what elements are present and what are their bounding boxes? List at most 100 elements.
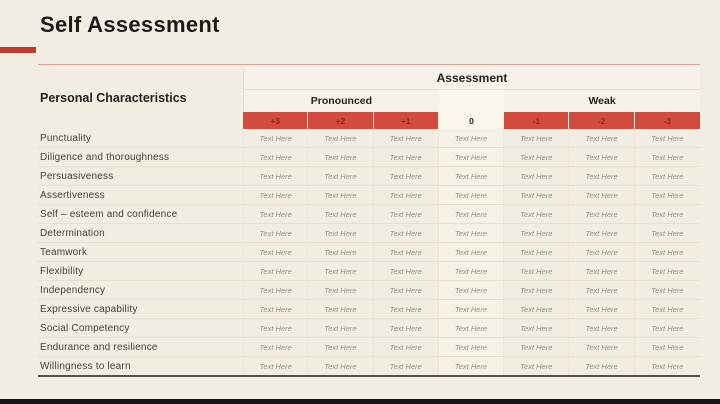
- table-cell: Text Here: [243, 167, 309, 185]
- table-cell: Text Here: [569, 262, 635, 280]
- table-cell: Text Here: [651, 171, 684, 181]
- table-cell: Text Here: [308, 357, 374, 375]
- table-cell: Text Here: [374, 129, 439, 147]
- table-cell: Text Here: [504, 281, 570, 299]
- row-label: Teamwork: [40, 246, 88, 258]
- table-cell: Text Here: [569, 357, 635, 375]
- table-cell: Text Here: [569, 186, 635, 204]
- score-column-header: -2: [569, 112, 635, 129]
- table-cell: Text Here: [374, 167, 439, 185]
- table-header-score-row: +3 +2 +1 0 -1 -2 -3: [38, 112, 700, 129]
- table-cell: Text Here: [308, 186, 374, 204]
- table-cell: Text Here: [651, 133, 684, 143]
- table-cell: Text Here: [504, 129, 570, 147]
- table-cell: Text Here: [651, 209, 684, 219]
- zero-column-spacer: [438, 90, 505, 112]
- table-cell: Text Here: [243, 205, 309, 223]
- table-cell: Text Here: [243, 319, 309, 337]
- table-cell: Text Here: [569, 300, 635, 318]
- table-cell: Text Here: [504, 357, 570, 375]
- table-cell: Text Here: [308, 300, 374, 318]
- table-cell: Text Here: [651, 285, 684, 295]
- table-cell: Text Here: [243, 338, 309, 356]
- footer-bar: [0, 399, 720, 404]
- table-row: Teamwork Text Here Text Here Text Here Text …: [38, 243, 700, 262]
- table-row: Punctuality Text Here Text Here Text Here Te…: [38, 129, 700, 148]
- table-header-subgroup-row: Pronounced Weak: [38, 90, 700, 112]
- weak-subheader: Weak: [504, 90, 700, 112]
- table-row: Expressive capability Text Here Text Here T…: [38, 300, 700, 319]
- row-label: Persuasiveness: [40, 170, 114, 182]
- table-cell: Text Here: [569, 281, 635, 299]
- score-column-header: +2: [308, 112, 374, 129]
- assessment-table: Personal Characteristics Assessment Pron…: [38, 66, 700, 377]
- table-cell: Text Here: [504, 300, 570, 318]
- table-cell: Text Here: [438, 186, 505, 204]
- table-cell: Text Here: [504, 338, 570, 356]
- score-column-header: +3: [243, 112, 309, 129]
- table-cell: Text Here: [651, 247, 684, 257]
- table-cell: Text Here: [569, 167, 635, 185]
- table-cell: Text Here: [374, 338, 439, 356]
- row-label: Punctuality: [40, 132, 92, 144]
- table-cell: Text Here: [504, 167, 570, 185]
- table-cell: Text Here: [438, 167, 505, 185]
- table-cell: Text Here: [438, 357, 505, 375]
- table-cell: Text Here: [308, 319, 374, 337]
- table-cell: Text Here: [651, 342, 684, 352]
- table-cell: Text Here: [504, 186, 570, 204]
- table-cell: Text Here: [504, 243, 570, 261]
- table-cell: Text Here: [569, 243, 635, 261]
- table-row: Endurance and resilience Text Here Text He…: [38, 338, 700, 357]
- table-cell: Text Here: [374, 357, 439, 375]
- table-cell: Text Here: [374, 243, 439, 261]
- table-cell: Text Here: [438, 148, 505, 166]
- table-cell: Text Here: [374, 224, 439, 242]
- table-cell: Text Here: [308, 148, 374, 166]
- pronounced-subheader: Pronounced: [243, 90, 439, 112]
- assessment-group-header: Assessment: [243, 66, 700, 90]
- table-row: Willingness to learn Text Here Text Here Te…: [38, 357, 700, 377]
- table-cell: Text Here: [243, 186, 309, 204]
- table-cell: Text Here: [569, 319, 635, 337]
- table-cell: Text Here: [308, 281, 374, 299]
- table-cell: Text Here: [438, 319, 505, 337]
- table-row: Flexibility Text Here Text Here Text Here Te…: [38, 262, 700, 281]
- table-cell: Text Here: [651, 228, 684, 238]
- table-cell: Text Here: [374, 205, 439, 223]
- row-label: Expressive capability: [40, 303, 138, 315]
- row-label: Self – esteem and confidence: [40, 208, 178, 220]
- table-cell: Text Here: [504, 319, 570, 337]
- table-cell: Text Here: [651, 304, 684, 314]
- table-cell: Text Here: [308, 129, 374, 147]
- table-cell: Text Here: [243, 148, 309, 166]
- table-cell: Text Here: [308, 338, 374, 356]
- table-header-group-row: Assessment: [38, 66, 700, 90]
- table-cell: Text Here: [243, 262, 309, 280]
- table-cell: Text Here: [438, 243, 505, 261]
- table-cell: Text Here: [504, 224, 570, 242]
- table-cell: Text Here: [243, 357, 309, 375]
- table-cell: Text Here: [308, 167, 374, 185]
- table-cell: Text Here: [569, 129, 635, 147]
- table-cell: Text Here: [569, 338, 635, 356]
- table-cell: Text Here: [438, 300, 505, 318]
- table-cell: Text Here: [243, 129, 309, 147]
- table-cell: Text Here: [569, 205, 635, 223]
- table-cell: Text Here: [308, 262, 374, 280]
- table-cell: Text Here: [504, 148, 570, 166]
- table-cell: Text Here: [438, 224, 505, 242]
- title-divider: [38, 64, 700, 65]
- table-cell: Text Here: [569, 148, 635, 166]
- table-row: Persuasiveness Text Here Text Here Text Her…: [38, 167, 700, 186]
- table-cell: Text Here: [651, 266, 684, 276]
- table-row: Independency Text Here Text Here Text Here T…: [38, 281, 700, 300]
- table-cell: Text Here: [308, 205, 374, 223]
- table-cell: Text Here: [243, 224, 309, 242]
- table-cell: Text Here: [308, 243, 374, 261]
- left-accent-bar: [0, 47, 36, 53]
- row-label: Determination: [40, 227, 105, 239]
- row-label: Endurance and resilience: [40, 341, 158, 353]
- score-column-header: +1: [373, 112, 439, 129]
